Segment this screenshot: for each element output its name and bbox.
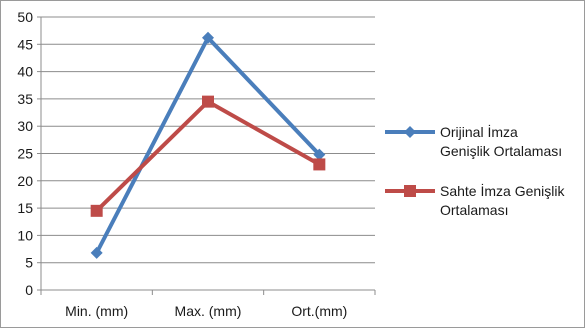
y-tick-label: 40: [17, 64, 33, 80]
y-tick-label: 45: [17, 36, 33, 52]
data-point: [90, 246, 103, 259]
data-point: [313, 148, 326, 161]
data-point: [202, 95, 214, 108]
y-tick-label: 25: [17, 146, 33, 162]
y-tick-label: 5: [25, 255, 33, 271]
x-tick-label: Min. (mm): [65, 303, 128, 319]
legend-label: Ortalaması: [440, 202, 508, 218]
y-tick-label: 0: [25, 282, 33, 298]
series-2: [90, 95, 326, 217]
y-tick-label: 35: [17, 91, 33, 107]
series-lines: [90, 31, 326, 259]
data-point: [90, 204, 103, 217]
x-tick-label: Max. (mm): [175, 303, 242, 319]
legend-entry-2: Sahte İmza Genişlik Ortalaması: [385, 182, 565, 218]
y-tick-labels: 0 5 10 15 20 25 30 35 40 45 50: [17, 9, 33, 298]
x-tick-labels: Min. (mm) Max. (mm) Ort.(mm): [65, 303, 347, 319]
y-tick-label: 15: [17, 200, 33, 216]
legend-label: Genişlik Ortalaması: [440, 143, 562, 159]
data-point: [202, 31, 214, 44]
legend-label: Sahte İmza Genişlik: [440, 182, 565, 199]
legend: Orijinal İmza Genişlik Ortalaması Sahte İm…: [385, 123, 565, 218]
legend-entry-1: Orijinal İmza Genişlik Ortalaması: [385, 123, 562, 159]
gridlines: [41, 16, 375, 264]
axes: [37, 16, 376, 295]
y-tick-label: 50: [17, 9, 33, 25]
x-tick-label: Ort.(mm): [291, 303, 347, 319]
legend-marker: [404, 126, 416, 138]
y-tick-label: 20: [17, 173, 33, 189]
data-point: [313, 158, 326, 171]
series-1: [90, 31, 326, 259]
y-tick-label: 10: [17, 227, 33, 243]
legend-label: Orijinal İmza: [440, 123, 518, 140]
legend-marker: [404, 185, 416, 197]
y-tick-label: 30: [17, 118, 33, 134]
